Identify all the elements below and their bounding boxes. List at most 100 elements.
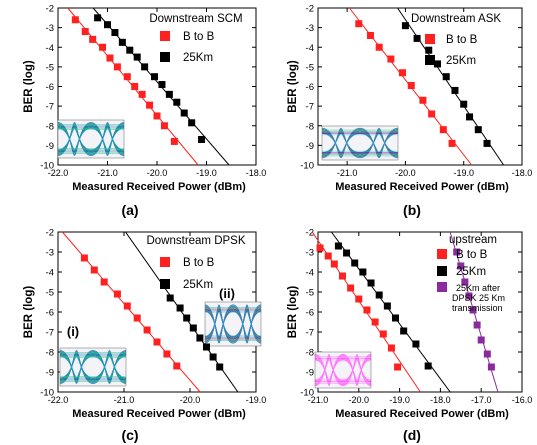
data-point — [334, 242, 342, 250]
x-tick-label: -20.0 — [147, 168, 168, 178]
inset-label: (ii) — [219, 286, 235, 301]
legend: Downstream ASK B to B 25Km — [411, 13, 501, 67]
data-point — [442, 73, 450, 81]
data-point — [433, 60, 441, 68]
data-point — [151, 73, 159, 81]
data-point — [363, 306, 371, 314]
data-point — [90, 266, 98, 274]
y-tick-label: -10 — [40, 161, 54, 172]
legend-label-line: 25Km after — [456, 283, 500, 293]
data-point — [338, 272, 346, 280]
data-point — [163, 350, 171, 358]
data-point — [453, 248, 461, 256]
inset-frame — [59, 347, 127, 387]
legend-title: Downstream SCM — [149, 13, 242, 25]
legend-swatch — [425, 55, 435, 65]
eye-diagram-i-inset — [59, 347, 127, 387]
panel-label: (a) — [121, 202, 138, 218]
data-point — [180, 109, 188, 117]
y-axis-label: BER (log) — [287, 60, 299, 113]
data-point — [347, 284, 355, 292]
data-point — [81, 28, 89, 36]
data-point — [401, 22, 409, 30]
y-tick-label: -4 — [46, 268, 54, 279]
data-point — [355, 20, 363, 28]
y-tick-label: -10 — [40, 388, 54, 399]
legend-title: Downstream DPSK — [146, 235, 245, 247]
data-point — [153, 338, 161, 346]
x-tick-label: -21.0 — [114, 395, 135, 405]
data-point — [209, 353, 217, 361]
data-point — [465, 292, 473, 300]
x-tick-label: -22.0 — [48, 395, 69, 405]
x-tick-label: -19.0 — [389, 395, 410, 405]
data-point — [203, 343, 210, 351]
x-tick-label: -21.0 — [97, 168, 118, 178]
data-point — [359, 268, 367, 276]
y-tick-label: -4 — [306, 268, 314, 279]
data-point — [469, 306, 477, 314]
y-tick-label: -8 — [306, 348, 314, 359]
data-point — [123, 73, 131, 81]
data-point — [133, 314, 141, 322]
legend-label: 25Km — [446, 55, 476, 67]
x-axis-label: Measured Received Power (dBm) — [72, 181, 246, 193]
data-point — [176, 304, 184, 312]
data-point — [366, 31, 374, 39]
legend: Downstream SCM B to B 25Km — [149, 13, 242, 64]
y-tick-label: -2 — [46, 4, 54, 15]
legend-label-line: DPSK 25 Km — [452, 293, 505, 303]
data-point — [424, 362, 432, 370]
legend-swatch — [437, 266, 447, 276]
data-point — [165, 90, 173, 98]
legend-label: 25Km — [183, 279, 213, 291]
data-point — [412, 340, 420, 348]
x-tick-label: -18.0 — [512, 168, 533, 178]
y-tick-label: -10 — [300, 388, 314, 399]
y-tick-label: -6 — [46, 82, 54, 93]
data-point — [141, 63, 149, 71]
data-point — [483, 350, 491, 358]
data-point — [419, 96, 427, 104]
inset-frame — [321, 125, 399, 161]
legend: Downstream DPSK B to B 25Km — [146, 235, 245, 291]
data-point — [371, 318, 379, 326]
data-point — [173, 98, 181, 106]
y-tick-label: -2 — [306, 228, 314, 239]
data-point — [133, 53, 141, 61]
legend-swatch — [437, 282, 447, 292]
data-point — [146, 101, 154, 109]
data-point — [355, 295, 363, 303]
panel-b: -2 -3 -4 -5 -6 -7 -8 -9 -10 -21.0 -20.0 -19.0 -18.0M… — [287, 4, 532, 219]
data-point — [118, 38, 126, 46]
data-point — [158, 81, 166, 89]
eye-trace — [205, 311, 234, 337]
x-tick-label: -17.0 — [471, 395, 492, 405]
data-point — [425, 46, 433, 54]
y-tick-label: -8 — [306, 121, 314, 132]
data-point — [466, 113, 474, 121]
panel-c: -2 -3 -4 -5 -6 -7 -8 -9 -10-22.0 -21.0 -20.0 -19.0M… — [23, 228, 266, 444]
y-tick-label: -3 — [46, 23, 54, 34]
data-point — [166, 294, 174, 302]
data-point — [477, 336, 485, 344]
data-point — [367, 279, 375, 287]
panel-label: (d) — [403, 427, 421, 443]
data-point — [189, 324, 197, 332]
data-point — [113, 290, 121, 298]
y-tick-label: -9 — [46, 368, 54, 379]
data-point — [383, 302, 391, 310]
data-point — [111, 29, 119, 37]
data-point — [324, 252, 332, 260]
data-point — [198, 135, 206, 143]
y-axis-label: BER (log) — [23, 60, 35, 113]
eye-diagram-inset — [57, 119, 125, 159]
panel-label: (c) — [121, 427, 138, 443]
x-tick-label: -20.0 — [349, 395, 370, 405]
data-point — [104, 21, 111, 29]
x-tick-label: -21.0 — [337, 168, 358, 178]
eye-trace — [232, 311, 261, 337]
data-point — [99, 43, 107, 51]
x-tick-label: -18.0 — [430, 395, 451, 405]
